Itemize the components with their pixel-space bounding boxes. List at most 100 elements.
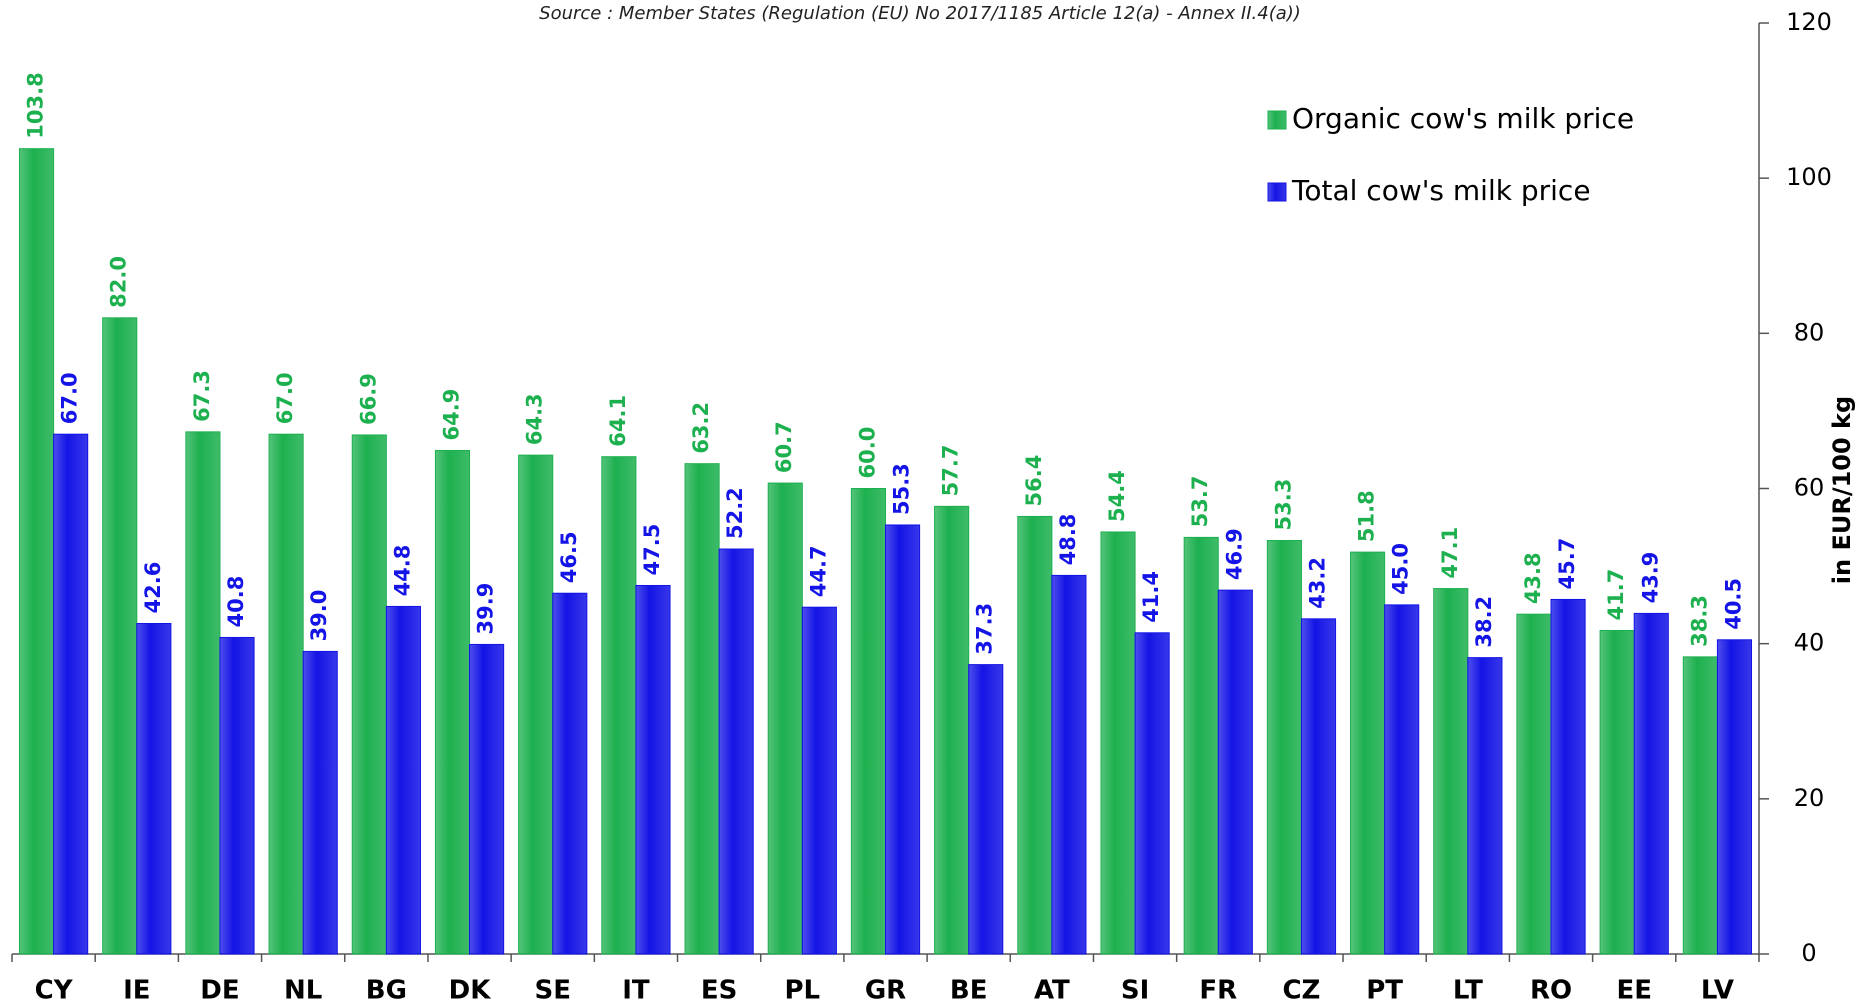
bar — [518, 454, 554, 955]
y-tick-label: 120 — [1786, 8, 1832, 36]
value-label: 44.7 — [806, 545, 830, 597]
value-label: 43.8 — [1521, 552, 1545, 604]
bar — [801, 606, 837, 955]
y-tick-label: 0 — [1801, 939, 1816, 967]
value-label: 60.7 — [772, 421, 796, 473]
bar — [934, 505, 970, 955]
bar — [434, 449, 471, 955]
value-label: 60.0 — [855, 427, 879, 479]
x-tick-label: SE — [534, 976, 571, 1002]
bar — [385, 605, 421, 955]
x-tick-label: FR — [1199, 976, 1237, 1002]
value-label: 51.8 — [1355, 490, 1379, 542]
bar — [718, 548, 754, 955]
value-label: 54.4 — [1105, 470, 1129, 522]
legend-label: Organic cow's milk price — [1292, 102, 1634, 135]
value-label: 66.9 — [356, 373, 380, 425]
x-tick-label: LT — [1453, 976, 1483, 1002]
bar — [302, 650, 338, 955]
bar — [767, 482, 803, 955]
bar — [1433, 588, 1469, 955]
bar — [1134, 632, 1170, 955]
bar — [136, 622, 172, 955]
value-label: 57.7 — [939, 445, 963, 497]
value-label: 82.0 — [107, 256, 131, 308]
bar — [185, 431, 221, 955]
legend-label: Total cow's milk price — [1291, 174, 1591, 207]
bar — [102, 317, 138, 955]
value-label: 63.2 — [689, 402, 713, 454]
value-label: 46.9 — [1222, 528, 1246, 580]
bar — [1183, 536, 1219, 955]
bar — [601, 456, 637, 955]
bar — [1633, 612, 1669, 955]
value-label: 44.8 — [390, 545, 414, 597]
bar — [885, 524, 921, 955]
x-tick-label: BG — [366, 976, 407, 1002]
value-label: 47.1 — [1438, 527, 1462, 579]
bar — [1550, 598, 1586, 955]
value-label: 103.8 — [24, 72, 48, 138]
x-tick-label: IE — [123, 976, 150, 1002]
x-tick-label: LV — [1701, 976, 1734, 1002]
bar — [1384, 604, 1420, 955]
x-tick-label: EE — [1616, 976, 1652, 1002]
bar — [53, 433, 89, 955]
value-label: 39.9 — [474, 583, 498, 635]
value-label: 55.3 — [890, 463, 914, 515]
value-label: 45.7 — [1555, 538, 1579, 590]
bar — [1300, 618, 1337, 955]
x-tick-label: CY — [35, 976, 74, 1002]
y-tick-label: 20 — [1794, 784, 1825, 812]
value-label: 43.9 — [1638, 552, 1662, 604]
bar — [469, 643, 505, 955]
bar — [635, 584, 671, 955]
x-tick-label: ES — [701, 976, 738, 1002]
value-label: 53.3 — [1271, 479, 1295, 531]
x-tick-label: GR — [865, 976, 906, 1002]
bar — [1350, 551, 1386, 955]
value-label: 40.5 — [1721, 578, 1745, 630]
bar — [1599, 629, 1635, 955]
value-label: 38.3 — [1687, 595, 1711, 647]
value-label: 45.0 — [1389, 543, 1413, 595]
value-label: 56.4 — [1022, 455, 1046, 507]
bar — [1217, 589, 1253, 955]
bar — [1100, 531, 1136, 955]
value-label: 64.3 — [523, 393, 547, 445]
x-tick-label: NL — [284, 976, 322, 1002]
bar — [1716, 639, 1753, 955]
value-label: 64.9 — [439, 389, 463, 441]
y-axis-label: in EUR/100 kg — [1828, 396, 1856, 584]
x-tick-label: BE — [950, 976, 988, 1002]
bar — [1017, 515, 1053, 955]
x-tick-label: IT — [622, 976, 650, 1002]
bar — [1467, 657, 1503, 955]
y-tick-label: 40 — [1794, 629, 1825, 657]
bar — [1266, 539, 1302, 955]
value-label: 38.2 — [1472, 596, 1496, 648]
value-label: 43.2 — [1306, 557, 1330, 609]
value-label: 39.0 — [307, 590, 331, 642]
legend-swatch — [1267, 110, 1287, 130]
bar — [219, 636, 255, 955]
bar — [968, 664, 1004, 955]
x-tick-label: PL — [784, 976, 820, 1002]
bar — [1516, 613, 1552, 955]
x-tick-label: PT — [1366, 976, 1403, 1002]
value-label: 67.0 — [58, 372, 82, 424]
value-label: 48.8 — [1056, 514, 1080, 566]
bar — [268, 433, 304, 955]
bar — [1051, 574, 1087, 955]
bar — [552, 592, 588, 955]
x-tick-label: RO — [1530, 976, 1572, 1002]
legend-swatch — [1267, 182, 1287, 202]
value-label: 46.5 — [557, 531, 581, 583]
value-label: 37.3 — [973, 603, 997, 655]
x-tick-label: DK — [449, 976, 492, 1002]
x-tick-label: DE — [200, 976, 239, 1002]
value-label: 41.7 — [1604, 569, 1628, 621]
bar — [1682, 656, 1718, 955]
bar — [850, 488, 887, 955]
